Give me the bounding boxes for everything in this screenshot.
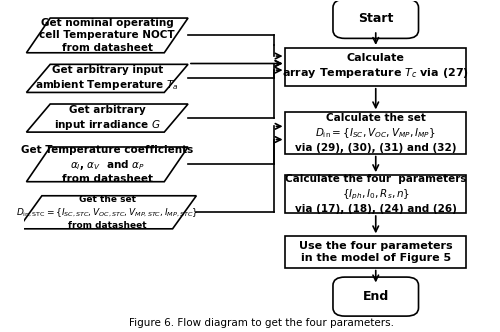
Text: Start: Start [358,12,394,25]
Text: Get arbitrary input
ambient Temperature $T_a$: Get arbitrary input ambient Temperature … [36,65,179,92]
Bar [286,236,466,268]
Text: Get the set
$D_{\mathrm{in,STC}} = \{I_{SC,STC}, V_{OC,STC}, V_{MP,STC}, I_{MP,S: Get the set $D_{\mathrm{in,STC}} = \{I_{… [16,195,198,230]
Text: Get Temperature coefficients
$\alpha_I$, $\alpha_V$  and $\alpha_P$
from datashe: Get Temperature coefficients $\alpha_I$,… [21,145,194,184]
Polygon shape [26,104,188,132]
Text: Calculate the four  parameters
$\{I_{ph}, I_0, R_s, n\}$
via (17), (18), (24) an: Calculate the four parameters $\{I_{ph},… [285,174,467,214]
Polygon shape [26,147,188,182]
Bar [286,175,466,213]
Text: Figure 6. Flow diagram to get the four parameters.: Figure 6. Flow diagram to get the four p… [129,318,394,328]
Polygon shape [26,18,188,53]
Polygon shape [26,64,188,92]
Bar [286,48,466,86]
Bar [286,112,466,154]
Text: End: End [362,290,389,303]
Text: Get arbitrary
input irradiance $G$: Get arbitrary input irradiance $G$ [54,105,160,131]
Text: Get nominal operating
cell Temperature NOCT
from datasheet: Get nominal operating cell Temperature N… [40,18,175,53]
Polygon shape [18,196,197,229]
FancyBboxPatch shape [333,0,418,39]
FancyBboxPatch shape [333,277,418,316]
Text: Use the four parameters
in the model of Figure 5: Use the four parameters in the model of … [299,241,452,263]
Text: Calculate
array Temperature $T_c$ via (27): Calculate array Temperature $T_c$ via (2… [282,53,469,80]
Text: Calculate the set
$D_{\mathrm{in}} = \{I_{SC}, V_{OC}, V_{MP}, I_{MP}\}$
via (29: Calculate the set $D_{\mathrm{in}} = \{I… [295,113,456,152]
